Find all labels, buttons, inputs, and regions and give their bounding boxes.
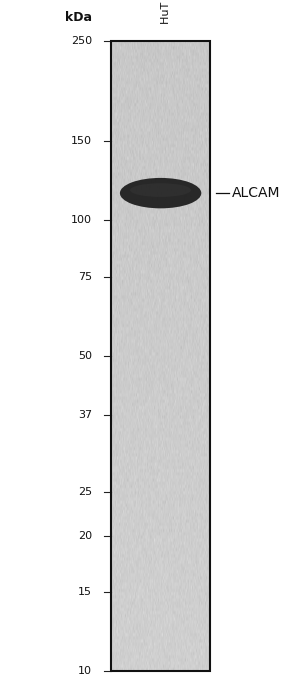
Text: 20: 20 <box>78 531 92 540</box>
Text: 150: 150 <box>71 136 92 146</box>
Text: 75: 75 <box>78 272 92 282</box>
Ellipse shape <box>120 178 201 208</box>
Text: 10: 10 <box>78 667 92 676</box>
Text: 250: 250 <box>71 36 92 46</box>
Text: 100: 100 <box>71 216 92 225</box>
Text: 50: 50 <box>78 351 92 361</box>
Text: 25: 25 <box>78 487 92 497</box>
Text: 37: 37 <box>78 410 92 420</box>
Text: ALCAM: ALCAM <box>232 186 281 200</box>
Text: HuT 78: HuT 78 <box>161 0 171 24</box>
Text: kDa: kDa <box>65 11 92 23</box>
Text: 15: 15 <box>78 587 92 597</box>
Ellipse shape <box>130 183 191 197</box>
